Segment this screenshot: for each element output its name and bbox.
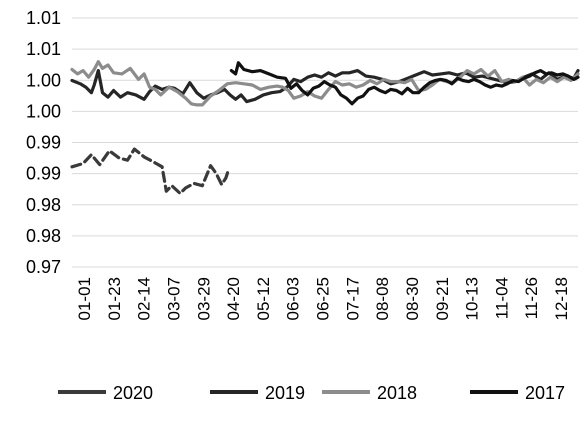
legend: 2020 2019 2018 2017 — [58, 383, 565, 403]
x-tick-label: 04-20 — [224, 277, 243, 320]
y-tick-label: 0.99 — [26, 164, 61, 184]
series-lines — [70, 60, 580, 195]
legend-label-2017: 2017 — [525, 383, 565, 403]
x-tick-label: 03-29 — [194, 277, 213, 320]
x-tick-label: 02-14 — [135, 277, 154, 320]
x-tick-label: 08-08 — [373, 277, 392, 320]
y-tick-label: 1.01 — [26, 39, 61, 59]
x-axis-tick-labels: 01-01 01-23 02-14 03-07 03-29 04-20 05-12 06-03… — [75, 277, 571, 320]
legend-label-2018: 2018 — [377, 383, 417, 403]
y-tick-label: 1.01 — [26, 8, 61, 28]
series-line-2019 — [70, 68, 580, 104]
y-tick-label: 0.98 — [26, 226, 61, 246]
x-tick-label: 10-13 — [463, 277, 482, 320]
x-tick-label: 09-21 — [433, 277, 452, 320]
series-line-2018 — [70, 60, 580, 107]
x-tick-label: 12-18 — [552, 277, 571, 320]
y-tick-label: 0.99 — [26, 133, 61, 153]
x-tick-label: 06-03 — [284, 277, 303, 320]
gridlines — [72, 17, 578, 268]
y-tick-label: 0.97 — [26, 257, 61, 277]
legend-label-2019: 2019 — [265, 383, 305, 403]
x-tick-label: 05-12 — [254, 277, 273, 320]
x-tick-label: 01-23 — [105, 277, 124, 320]
x-tick-label: 08-30 — [403, 277, 422, 320]
x-tick-label: 01-01 — [75, 277, 94, 320]
x-tick-label: 11-26 — [522, 277, 541, 319]
series-line-2020 — [70, 147, 231, 195]
x-tick-label: 03-07 — [164, 277, 183, 320]
y-tick-label: 1.00 — [26, 101, 61, 121]
x-tick-label: 07-17 — [343, 277, 362, 320]
legend-label-2020: 2020 — [113, 383, 153, 403]
x-tick-label: 11-04 — [492, 277, 511, 319]
y-tick-label: 1.00 — [26, 70, 61, 90]
series-line-2017 — [229, 61, 580, 106]
y-axis-tick-labels: 0.97 0.98 0.98 0.99 0.99 1.00 1.00 1.01 1.01 — [26, 8, 61, 277]
x-tick-label: 06-25 — [314, 277, 333, 320]
y-tick-label: 0.98 — [26, 195, 61, 215]
